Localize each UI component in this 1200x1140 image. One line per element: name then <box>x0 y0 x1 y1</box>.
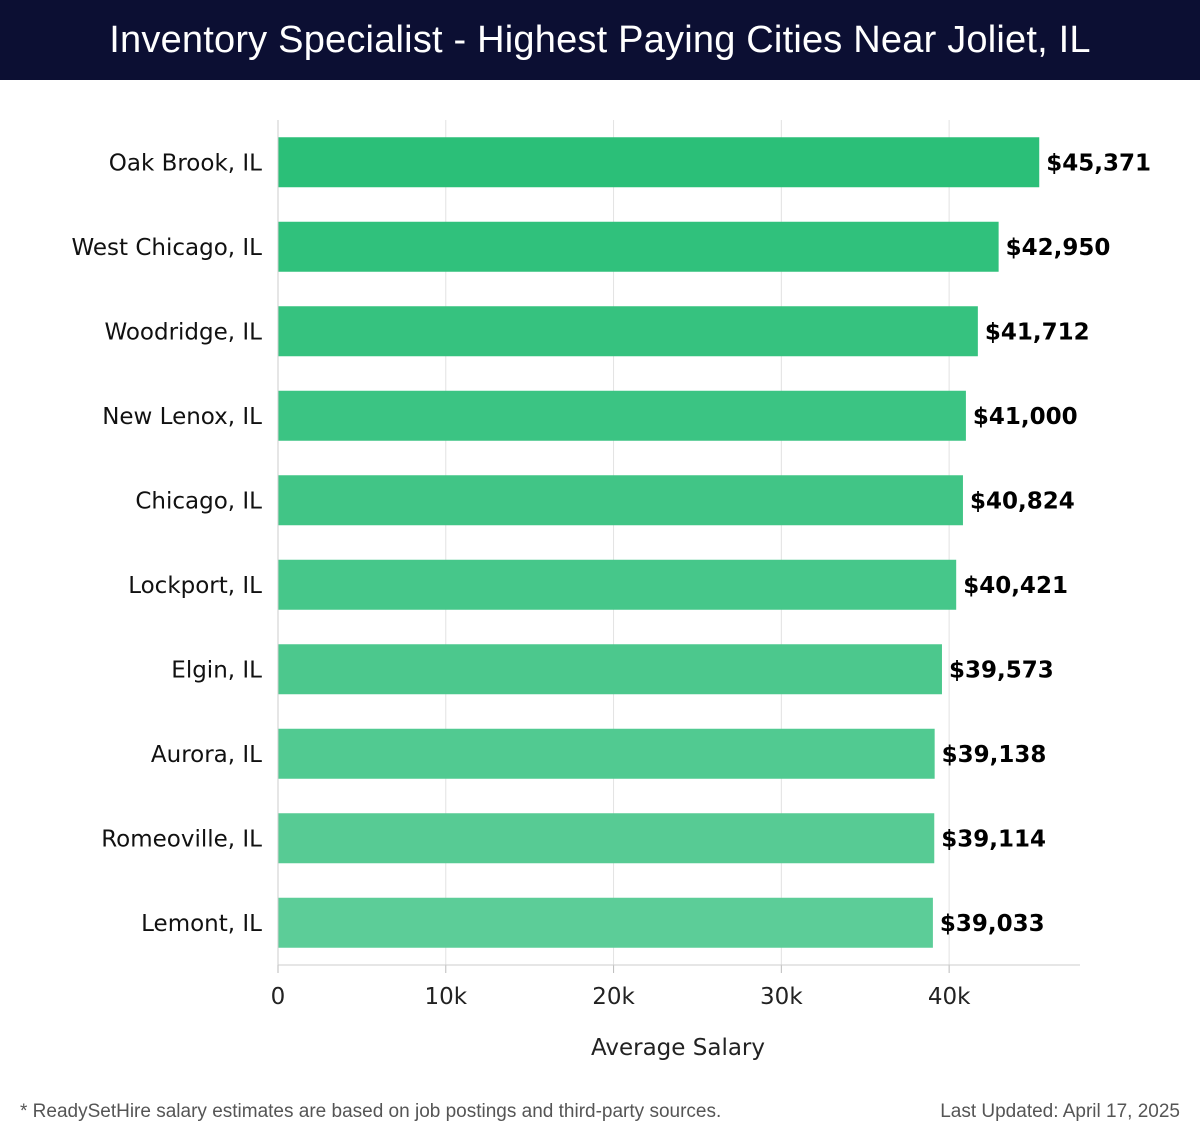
salary-bar <box>278 137 1040 188</box>
salary-bar-chart: Oak Brook, IL $45,371 West Chicago, IL $42,… <box>71 120 1151 1061</box>
salary-value-label: $40,824 <box>970 488 1075 514</box>
city-label: Elgin, IL <box>171 657 262 683</box>
salary-value-label: $39,138 <box>942 742 1047 768</box>
salary-bar <box>278 475 963 526</box>
x-tick-label: 0 <box>271 984 286 1010</box>
salary-value-label: $41,000 <box>973 404 1078 430</box>
x-axis-title: Average Salary <box>591 1035 765 1061</box>
salary-bar <box>278 559 957 610</box>
salary-value-label: $42,950 <box>1006 235 1111 261</box>
x-tick-label: 30k <box>760 984 803 1010</box>
city-label: West Chicago, IL <box>71 235 262 261</box>
salary-bar <box>278 728 935 779</box>
salary-value-label: $45,371 <box>1046 150 1151 176</box>
salary-value-label: $39,573 <box>949 657 1054 683</box>
city-label: Lockport, IL <box>128 573 262 599</box>
chart-title: Inventory Specialist - Highest Paying Ci… <box>0 0 1200 80</box>
city-label: Oak Brook, IL <box>109 150 262 176</box>
x-tick-label: 40k <box>928 984 971 1010</box>
salary-value-label: $39,033 <box>940 911 1045 937</box>
x-tick-label: 20k <box>592 984 635 1010</box>
city-label: New Lenox, IL <box>102 404 262 430</box>
city-label: Woodridge, IL <box>104 319 262 345</box>
footnote: * ReadySetHire salary estimates are base… <box>20 1101 722 1122</box>
salary-bar <box>278 813 935 864</box>
salary-value-label: $41,712 <box>985 319 1090 345</box>
salary-bar <box>278 897 933 948</box>
salary-bar <box>278 644 942 695</box>
salary-bar <box>278 306 978 357</box>
salary-value-label: $39,114 <box>941 826 1046 852</box>
city-label: Romeoville, IL <box>101 826 262 852</box>
salary-bar <box>278 390 966 441</box>
last-updated: Last Updated: April 17, 2025 <box>940 1101 1180 1122</box>
city-label: Chicago, IL <box>135 488 262 514</box>
city-label: Aurora, IL <box>151 742 262 768</box>
salary-bar <box>278 221 999 272</box>
x-tick-label: 10k <box>424 984 467 1010</box>
salary-value-label: $40,421 <box>963 573 1068 599</box>
city-label: Lemont, IL <box>141 911 262 937</box>
